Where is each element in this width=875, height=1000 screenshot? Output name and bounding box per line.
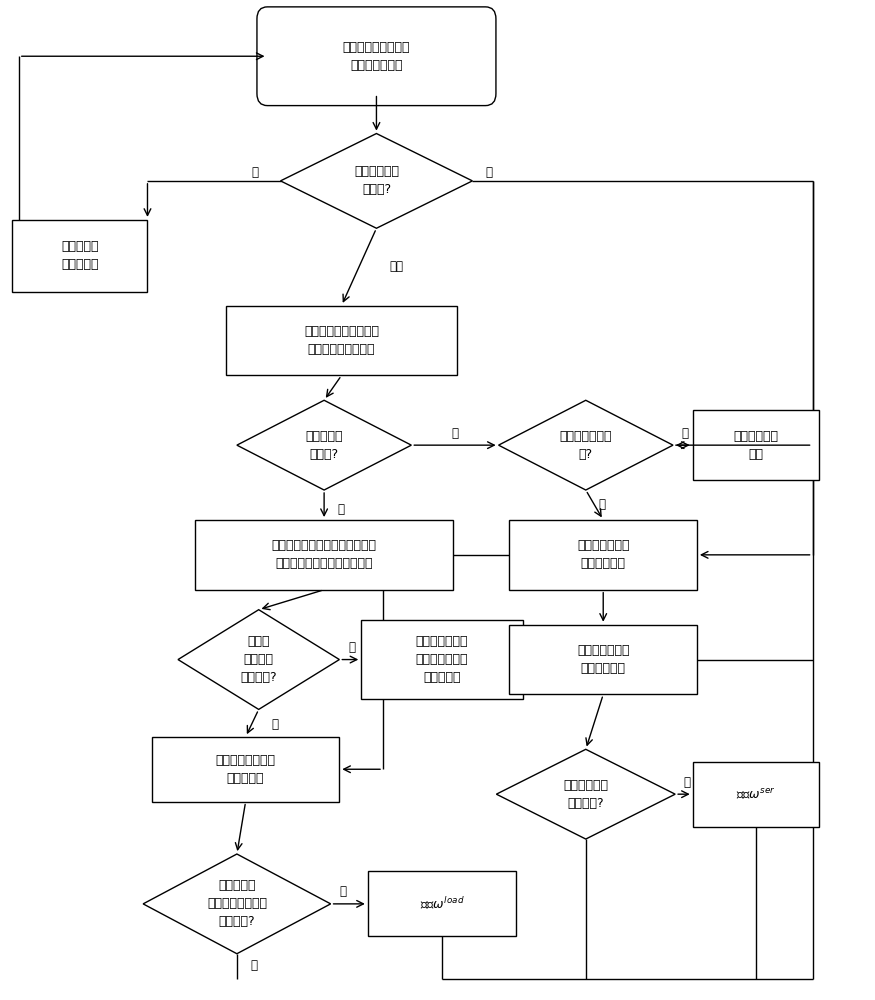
Text: 否: 否 bbox=[348, 641, 355, 654]
Polygon shape bbox=[237, 400, 411, 490]
Text: 是: 是 bbox=[250, 959, 257, 972]
Bar bbox=[693, 762, 819, 827]
Text: 遭遇点
是否在工
作区间内?: 遭遇点 是否在工 作区间内? bbox=[241, 635, 277, 684]
Text: 满: 满 bbox=[486, 166, 493, 179]
Bar bbox=[226, 306, 457, 375]
Text: 延时$\omega^{load}$: 延时$\omega^{load}$ bbox=[419, 896, 464, 912]
Text: 前视距离内
有工件?: 前视距离内 有工件? bbox=[305, 430, 343, 461]
Text: 根据缓存库空余量和抓
手位置设定前视距离: 根据缓存库空余量和抓 手位置设定前视距离 bbox=[304, 325, 379, 356]
Text: 抓手移动至工作
区间左端点，等
待工件到达: 抓手移动至工作 区间左端点，等 待工件到达 bbox=[416, 635, 468, 684]
Text: 判断缓存库为
空或满?: 判断缓存库为 空或满? bbox=[354, 165, 399, 196]
Polygon shape bbox=[281, 134, 472, 228]
Bar bbox=[152, 737, 340, 802]
Bar bbox=[361, 620, 522, 699]
Text: 从缓存库中取出
工件进行加工: 从缓存库中取出 工件进行加工 bbox=[577, 539, 629, 570]
Text: 否: 否 bbox=[452, 427, 458, 440]
Text: 将加工后的工件
存储于成品库: 将加工后的工件 存储于成品库 bbox=[577, 644, 629, 675]
Polygon shape bbox=[178, 610, 340, 709]
Text: 等待，直到
有工件到达: 等待，直到 有工件到达 bbox=[61, 240, 99, 271]
Text: 将最近的工件作为目标工件，计
算移动跟踪拣取工件的遭遇点: 将最近的工件作为目标工件，计 算移动跟踪拣取工件的遭遇点 bbox=[271, 539, 376, 570]
Polygon shape bbox=[144, 854, 331, 954]
Text: 抓手是否在缓存
库?: 抓手是否在缓存 库? bbox=[559, 430, 612, 461]
Text: 抓手拣取工件并放
置于缓存库: 抓手拣取工件并放 置于缓存库 bbox=[215, 754, 276, 785]
Bar bbox=[509, 520, 697, 590]
FancyBboxPatch shape bbox=[257, 7, 496, 106]
Bar bbox=[509, 625, 697, 694]
Text: 空: 空 bbox=[252, 166, 259, 179]
Polygon shape bbox=[496, 749, 676, 839]
Text: 是: 是 bbox=[337, 503, 344, 516]
Polygon shape bbox=[499, 400, 673, 490]
Bar bbox=[195, 520, 452, 590]
Bar bbox=[693, 410, 819, 480]
Text: 决策时刻，观测缓存
库和抓手的状态: 决策时刻，观测缓存 库和抓手的状态 bbox=[343, 41, 410, 72]
Text: 是: 是 bbox=[272, 718, 279, 731]
Text: 否: 否 bbox=[340, 885, 346, 898]
Text: 是: 是 bbox=[598, 498, 605, 511]
Text: 否: 否 bbox=[682, 427, 689, 440]
Text: 抓手移动到缓
存库: 抓手移动到缓 存库 bbox=[733, 430, 779, 461]
Text: 加工时间大于
前视时间?: 加工时间大于 前视时间? bbox=[564, 779, 608, 810]
Bar bbox=[12, 220, 148, 292]
Text: 延时$\omega^{ser}$: 延时$\omega^{ser}$ bbox=[736, 787, 776, 802]
Text: 工件卸载时
间大于工件到前视
点的时间?: 工件卸载时 间大于工件到前视 点的时间? bbox=[206, 879, 267, 928]
Bar bbox=[368, 871, 516, 936]
Text: 其他: 其他 bbox=[389, 260, 403, 273]
Text: 否: 否 bbox=[684, 776, 691, 789]
